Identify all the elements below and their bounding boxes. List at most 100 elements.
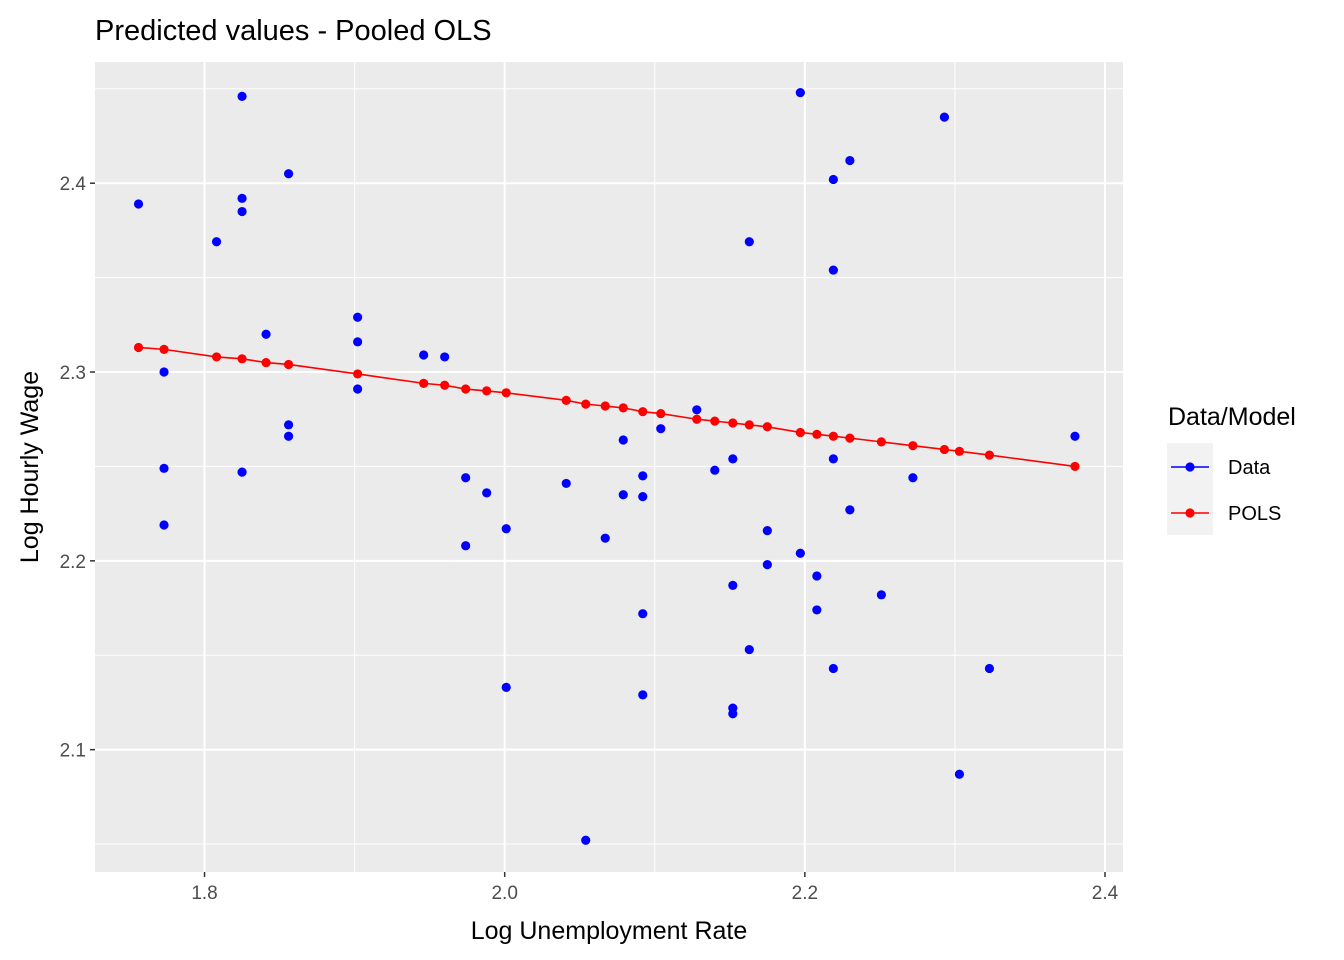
x-tick-label: 1.8 [191,883,217,904]
data-point [828,431,838,441]
data-point [419,350,429,360]
data-point [828,454,838,464]
legend-key-point [1185,462,1195,472]
data-point [237,91,247,101]
data-point [954,446,965,456]
data-point [237,193,247,203]
data-point [744,644,754,655]
x-axis-title: Log Unemployment Rate [471,917,748,945]
data-point [1070,431,1080,441]
data-point [638,471,648,481]
data-point [762,560,772,570]
data-point [638,609,648,619]
data-point [419,378,429,388]
data-point [561,478,571,489]
x-tick-label: 2.0 [491,883,517,904]
data-point [710,416,720,426]
data-point [237,354,247,364]
data-point [728,454,738,464]
data-point [133,199,144,209]
data-point [353,384,363,394]
legend-label: Data [1228,457,1271,479]
data-point [211,352,222,362]
data-point [618,435,628,445]
data-point [744,420,754,430]
data-point [461,473,471,483]
data-point [762,422,772,432]
data-point [656,408,666,419]
data-point [283,359,294,370]
data-point [728,418,738,428]
data-point [710,465,720,475]
legend-key-background [1167,443,1213,535]
y-tick-label: 2.2 [60,552,86,573]
data-point [261,357,271,368]
data-point [600,401,610,411]
data-point [845,155,855,166]
data-point [461,541,471,551]
y-axis-ticks: 2.1 2.2 2.3 2.4 [60,174,95,762]
data-point [728,709,738,719]
series-layer [133,87,1080,845]
legend-entry: POLS [1171,503,1281,525]
data-point [795,427,805,438]
data-point [744,237,754,247]
legend-title: Data/Model [1168,403,1296,431]
data-point [984,663,995,674]
data-point [812,429,822,439]
data-point [461,384,471,394]
data-point [501,682,511,692]
data-point [159,344,169,354]
data-point [692,414,702,424]
x-tick-label: 2.2 [792,883,818,904]
x-tick-label: 2.4 [1092,883,1119,904]
data-point [638,492,648,502]
legend-entry: Data [1171,457,1271,479]
data-point [1070,461,1080,472]
data-point [600,533,610,543]
data-point [159,520,169,530]
series-data [133,87,1080,845]
data-point [656,424,666,434]
data-point [939,112,950,122]
data-point [638,690,648,700]
chart-title: Predicted values - Pooled OLS [95,15,492,47]
data-point [845,433,855,443]
data-point [283,169,294,179]
data-point [440,380,450,390]
data-point [828,174,838,185]
series-pols [133,342,1080,472]
x-axis-ticks: 1.8 2.0 2.2 2.4 [191,872,1119,904]
data-point [283,431,294,441]
data-point [954,769,965,779]
data-point [561,395,571,405]
legend: Data/Model Data POLS [1167,403,1296,535]
data-point [283,420,294,430]
data-point [984,450,995,460]
data-point [159,463,169,473]
y-axis-title: Log Hourly Wage [16,371,44,563]
data-point [795,87,805,98]
legend-key-point [1185,508,1195,518]
data-point [159,367,169,377]
data-point [133,342,144,353]
data-point [876,590,886,600]
data-point [812,605,822,615]
data-point [353,312,363,322]
data-point [692,405,702,415]
data-point [353,337,363,347]
data-point [482,488,492,498]
data-point [237,467,247,477]
y-tick-label: 2.4 [60,174,87,195]
y-tick-label: 2.3 [60,363,86,384]
data-point [581,399,591,409]
data-point [440,352,450,362]
data-point [939,444,950,455]
data-point [728,580,738,590]
data-point [828,663,838,674]
grid-minor [95,62,1123,872]
data-point [501,388,511,398]
data-point [908,441,918,451]
data-point [638,407,648,417]
